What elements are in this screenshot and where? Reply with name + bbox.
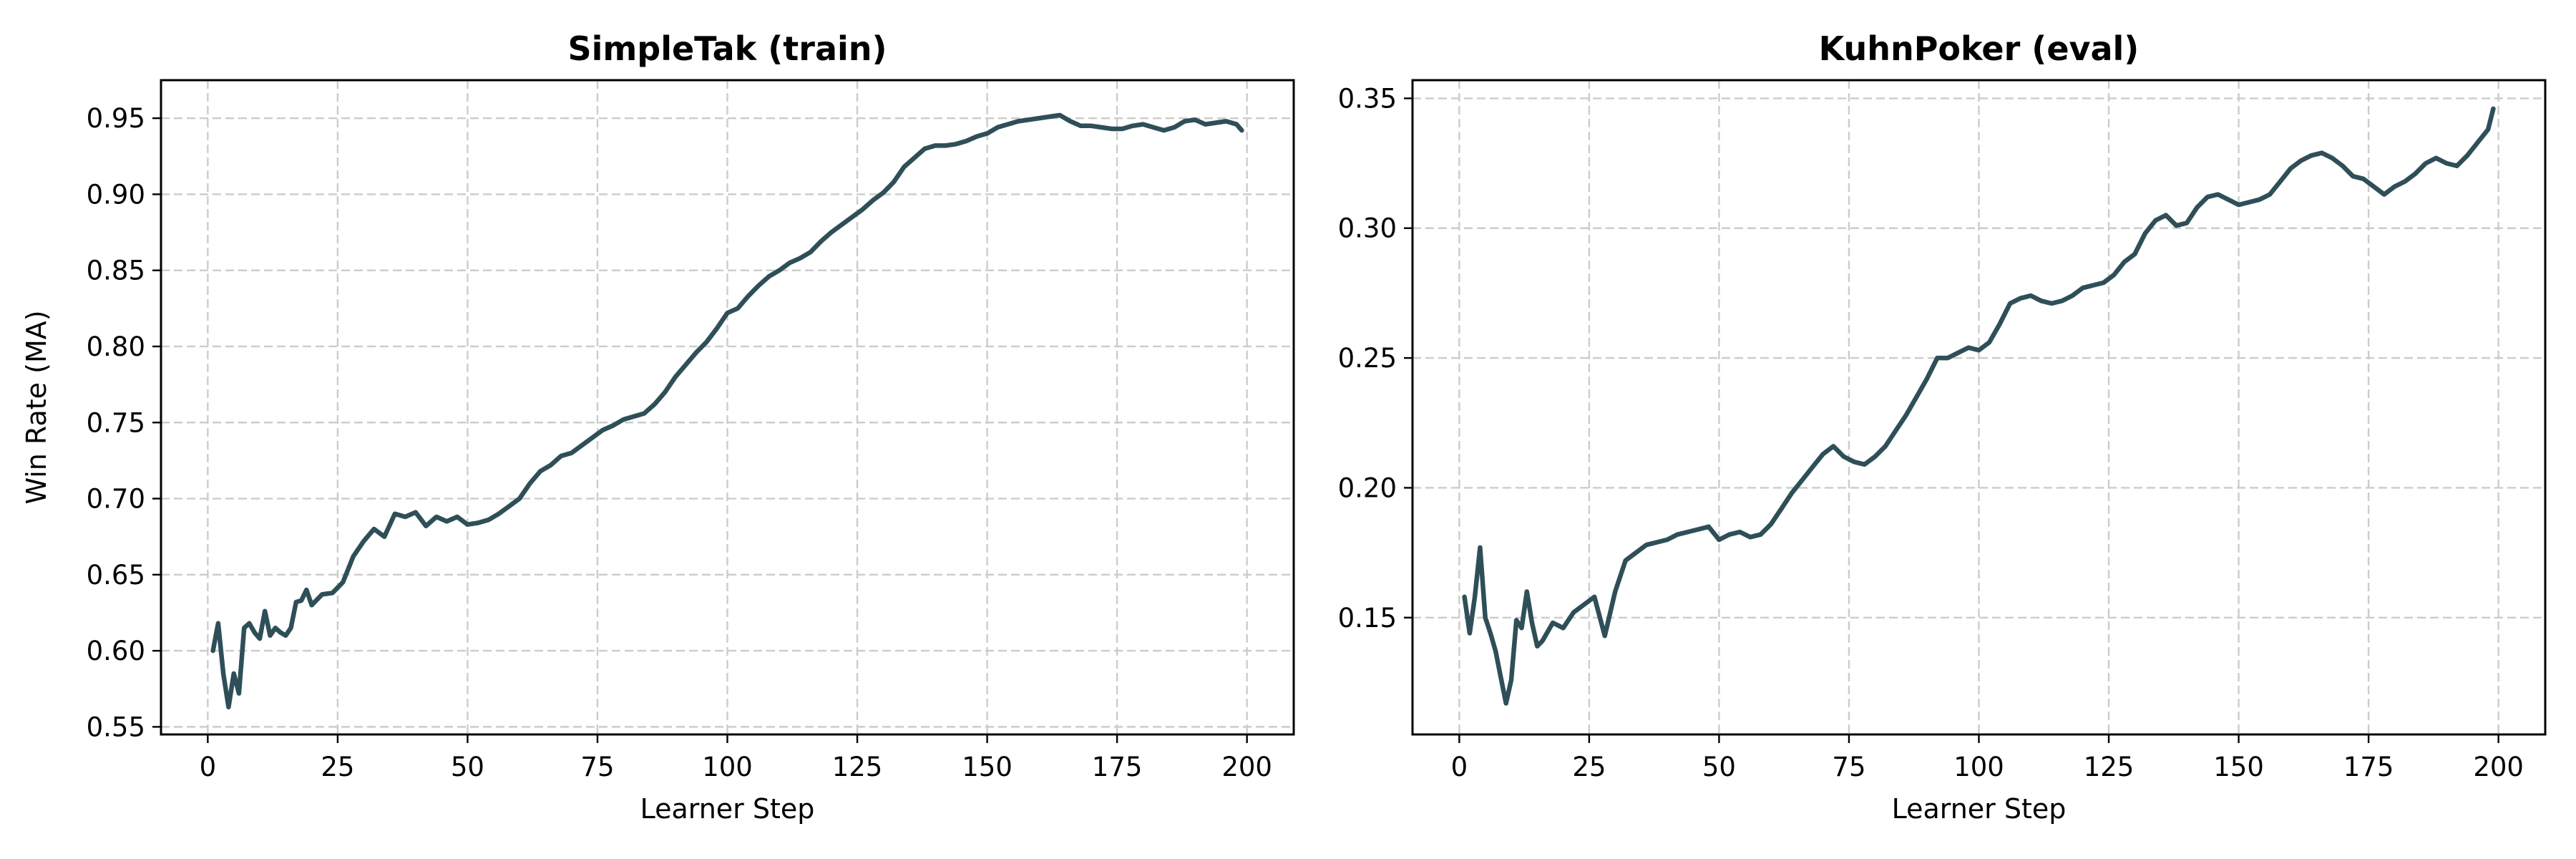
x-tick-label: 100 bbox=[702, 752, 753, 782]
y-tick-label: 0.80 bbox=[87, 331, 145, 362]
y-tick-label: 0.15 bbox=[1338, 603, 1397, 634]
chart-title: SimpleTak (train) bbox=[567, 29, 887, 68]
y-tick-label: 0.75 bbox=[87, 407, 145, 438]
y-tick-label: 0.70 bbox=[87, 484, 145, 515]
x-tick-label: 25 bbox=[321, 752, 354, 782]
x-tick-label: 100 bbox=[1953, 752, 2004, 782]
y-tick-label: 0.85 bbox=[87, 256, 145, 286]
x-tick-label: 150 bbox=[2213, 752, 2264, 782]
x-tick-label: 200 bbox=[2473, 752, 2524, 782]
series-line bbox=[1462, 106, 2496, 706]
x-axis-label: Learner Step bbox=[640, 793, 815, 825]
y-tick-label: 0.30 bbox=[1338, 213, 1397, 244]
x-tick-label: 125 bbox=[2084, 752, 2135, 782]
series-line bbox=[210, 112, 1244, 709]
x-tick-label: 50 bbox=[451, 752, 484, 782]
x-tick-label: 175 bbox=[2343, 752, 2394, 782]
y-tick-label: 0.25 bbox=[1338, 343, 1397, 374]
x-tick-label: 175 bbox=[1092, 752, 1143, 782]
x-tick-label: 200 bbox=[1221, 752, 1272, 782]
x-tick-label: 75 bbox=[580, 752, 614, 782]
y-tick-label: 0.55 bbox=[87, 712, 145, 742]
y-tick-label: 0.20 bbox=[1338, 472, 1397, 503]
x-axis-label: Learner Step bbox=[1892, 793, 2067, 825]
x-tick-label: 0 bbox=[1451, 752, 1468, 782]
y-axis-label: Win Rate (MA) bbox=[21, 310, 52, 504]
chart-kuhnpoker: 0 25 50 75 100 125 150 175 200 0.15 0.20 0.25 0.30 0.… bbox=[1338, 29, 2547, 825]
chart-title: KuhnPoker (eval) bbox=[1819, 29, 2140, 68]
y-tick-label: 0.60 bbox=[87, 636, 145, 666]
y-tick-label: 0.90 bbox=[87, 179, 145, 210]
x-tick-label: 150 bbox=[962, 752, 1013, 782]
y-tick-label: 0.95 bbox=[87, 103, 145, 134]
y-tick-label: 0.65 bbox=[87, 560, 145, 591]
x-tick-label: 25 bbox=[1572, 752, 1606, 782]
x-tick-label: 75 bbox=[1832, 752, 1865, 782]
x-tick-label: 50 bbox=[1702, 752, 1736, 782]
x-tick-label: 0 bbox=[200, 752, 217, 782]
x-tick-label: 125 bbox=[832, 752, 883, 782]
y-tick-label: 0.35 bbox=[1338, 83, 1397, 114]
chart-simpletak: 0 25 50 75 100 125 150 175 200 0.55 0.60 0.65 0.70 0.… bbox=[21, 29, 1295, 825]
